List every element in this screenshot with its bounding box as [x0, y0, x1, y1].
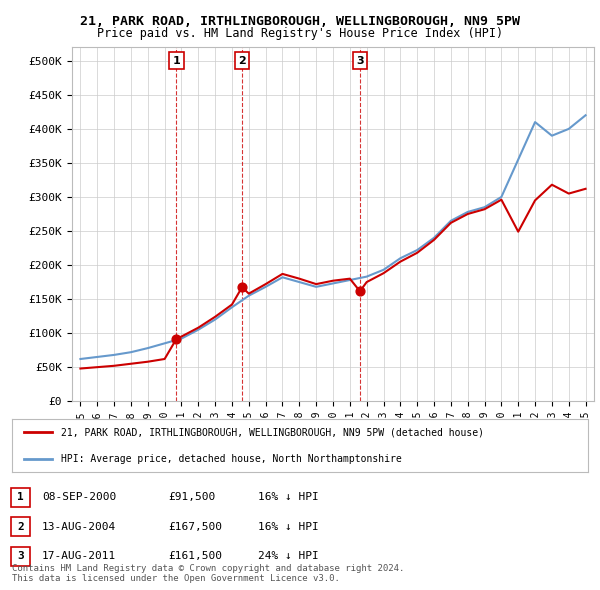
Point [172, 334, 181, 343]
Text: 08-SEP-2000: 08-SEP-2000 [42, 493, 116, 502]
Text: 1: 1 [17, 493, 24, 502]
Text: 17-AUG-2011: 17-AUG-2011 [42, 552, 116, 561]
Text: Contains HM Land Registry data © Crown copyright and database right 2024.
This d: Contains HM Land Registry data © Crown c… [12, 563, 404, 583]
Text: 2: 2 [238, 56, 246, 66]
Text: Price paid vs. HM Land Registry's House Price Index (HPI): Price paid vs. HM Land Registry's House … [97, 27, 503, 40]
Text: 24% ↓ HPI: 24% ↓ HPI [258, 552, 319, 561]
Point [355, 287, 365, 296]
Text: 16% ↓ HPI: 16% ↓ HPI [258, 522, 319, 532]
Text: £91,500: £91,500 [168, 493, 215, 502]
Text: 21, PARK ROAD, IRTHLINGBOROUGH, WELLINGBOROUGH, NN9 5PW (detached house): 21, PARK ROAD, IRTHLINGBOROUGH, WELLINGB… [61, 427, 484, 437]
Text: 2: 2 [17, 522, 24, 532]
Text: £167,500: £167,500 [168, 522, 222, 532]
Text: 16% ↓ HPI: 16% ↓ HPI [258, 493, 319, 502]
Point [237, 283, 247, 292]
Text: 13-AUG-2004: 13-AUG-2004 [42, 522, 116, 532]
Text: 21, PARK ROAD, IRTHLINGBOROUGH, WELLINGBOROUGH, NN9 5PW: 21, PARK ROAD, IRTHLINGBOROUGH, WELLINGB… [80, 15, 520, 28]
Text: 3: 3 [356, 56, 364, 66]
Text: 3: 3 [17, 552, 24, 561]
Text: 1: 1 [173, 56, 180, 66]
Text: HPI: Average price, detached house, North Northamptonshire: HPI: Average price, detached house, Nort… [61, 454, 402, 464]
Text: £161,500: £161,500 [168, 552, 222, 561]
